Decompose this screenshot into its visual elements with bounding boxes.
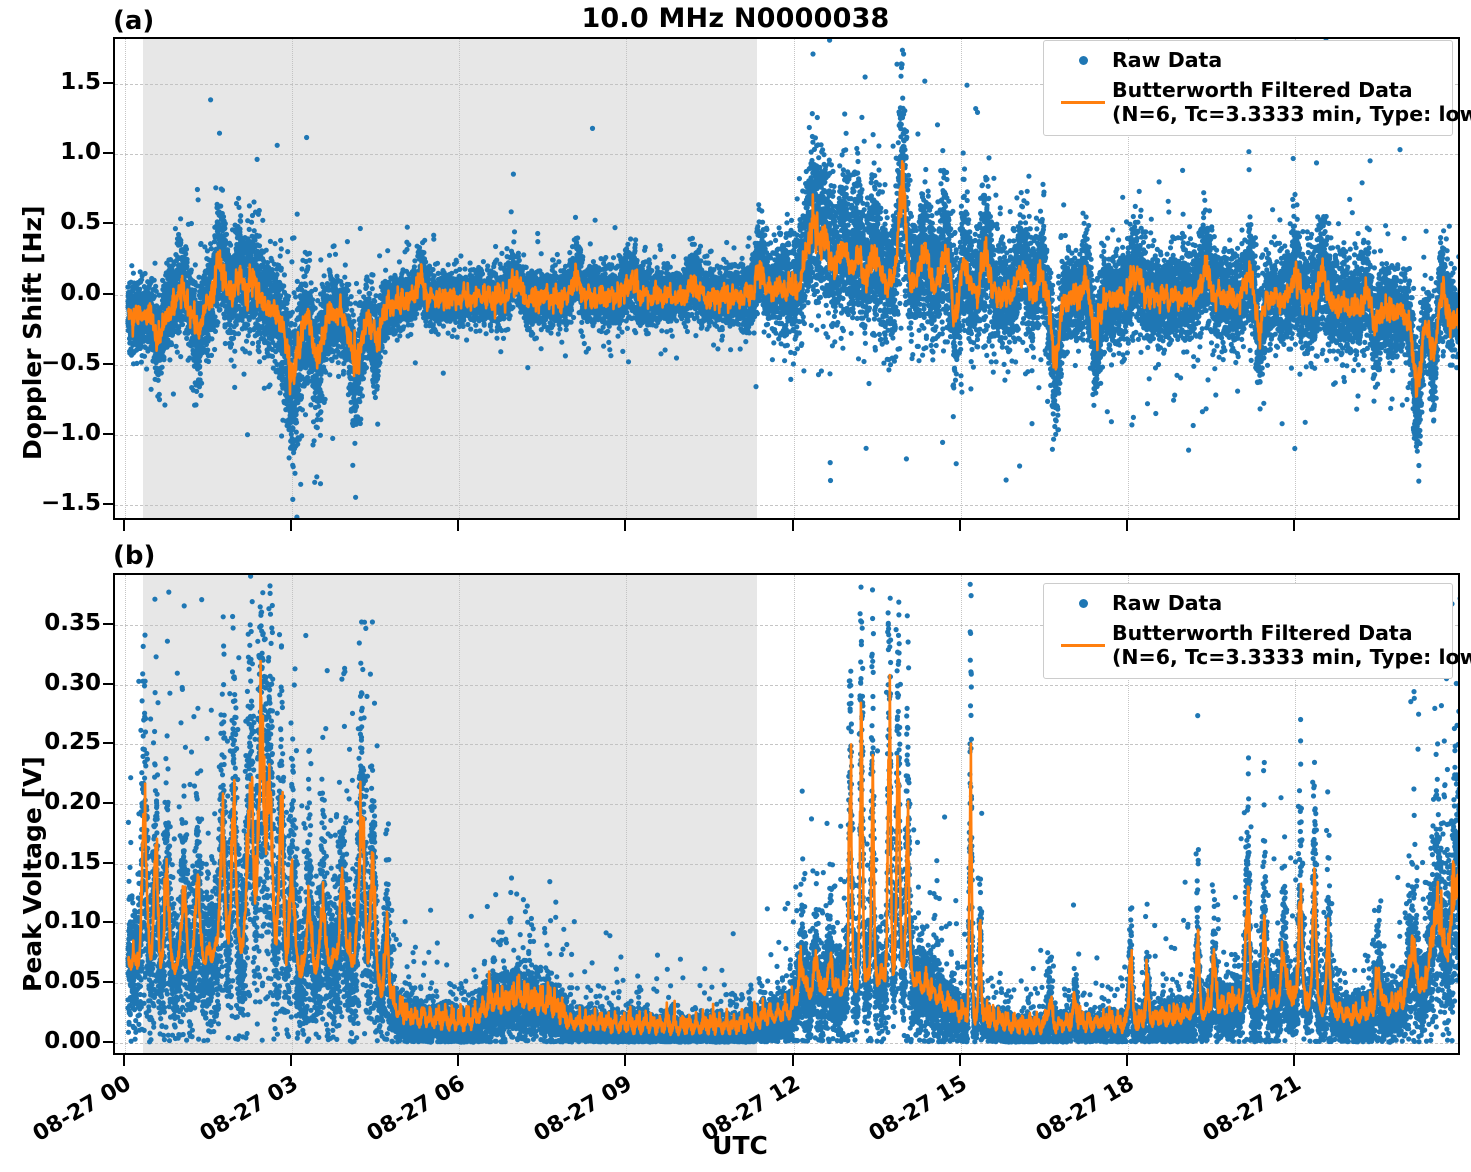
panel-a-tag: (a) (113, 6, 155, 36)
legend-row-filtered: Butterworth Filtered Data (N=6, Tc=3.3333… (1054, 621, 1471, 669)
y-tick-label: −1.0 (40, 419, 101, 446)
x-tick-mark (624, 520, 627, 531)
panel-a-data (115, 39, 1458, 518)
x-tick-mark (958, 1055, 961, 1066)
y-tick-label: 0.10 (44, 908, 101, 935)
x-tick-mark (1125, 520, 1128, 531)
legend-marker-dot-icon (1054, 55, 1112, 65)
legend-label-filtered-line1: Butterworth Filtered Data (1112, 78, 1413, 103)
figure-title: 10.0 MHz N0000038 (581, 3, 890, 34)
x-tick-mark (1292, 1055, 1295, 1066)
y-tick-mark (103, 362, 114, 365)
panel-b-tag: (b) (113, 541, 156, 571)
y-tick-label: 1.0 (60, 139, 101, 166)
x-tick-mark (457, 520, 460, 531)
x-tick-mark (290, 1055, 293, 1066)
legend-label-filtered-line2: (N=6, Tc=3.3333 min, Type: low) (1112, 645, 1471, 670)
x-tick-mark (958, 520, 961, 531)
y-tick-label: 0.30 (44, 669, 101, 696)
legend-label-filtered: Butterworth Filtered Data (N=6, Tc=3.3333… (1112, 621, 1471, 669)
legend-label-filtered: Butterworth Filtered Data (N=6, Tc=3.3333… (1112, 78, 1471, 126)
y-tick-label: 0.00 (44, 1027, 101, 1054)
x-tick-mark (1292, 520, 1295, 531)
x-tick-mark (123, 1055, 126, 1066)
legend-marker-line-icon (1054, 643, 1112, 647)
y-tick-label: 0.25 (44, 729, 101, 756)
x-tick-mark (791, 520, 794, 531)
legend-label-raw: Raw Data (1112, 48, 1223, 72)
y-tick-mark (103, 981, 114, 984)
legend-marker-line-icon (1054, 100, 1112, 104)
y-tick-mark (103, 742, 114, 745)
y-tick-mark (103, 152, 114, 155)
x-tick-label: 08-27 21 (1198, 1071, 1306, 1147)
x-tick-label: 08-27 18 (1031, 1071, 1139, 1147)
y-tick-label: 0.15 (44, 848, 101, 875)
x-tick-mark (123, 520, 126, 531)
x-tick-label: 08-27 00 (28, 1071, 136, 1147)
y-tick-mark (103, 222, 114, 225)
panel-b-axes (113, 573, 1460, 1055)
legend-row-raw: Raw Data (1054, 48, 1440, 72)
x-tick-mark (791, 1055, 794, 1066)
y-tick-label: 0.35 (44, 610, 101, 637)
legend-label-filtered-line1: Butterworth Filtered Data (1112, 621, 1413, 646)
y-tick-mark (103, 1040, 114, 1043)
y-tick-label: −0.5 (40, 349, 101, 376)
x-axis-label: UTC (712, 1131, 768, 1160)
x-tick-mark (1125, 1055, 1128, 1066)
y-tick-mark (103, 432, 114, 435)
y-tick-mark (103, 503, 114, 506)
panel-b-legend[interactable]: Raw Data Butterworth Filtered Data (N=6, … (1043, 583, 1471, 679)
y-tick-mark (103, 861, 114, 864)
x-tick-label: 08-27 09 (530, 1071, 637, 1147)
x-tick-mark (624, 1055, 627, 1066)
y-tick-label: −1.5 (40, 490, 101, 517)
y-tick-mark (103, 802, 114, 805)
panel-b-data (115, 575, 1458, 1053)
y-tick-mark (103, 921, 114, 924)
y-tick-label: 0.5 (60, 209, 101, 236)
legend-label-raw: Raw Data (1112, 591, 1223, 615)
butterworth-filtered-line (127, 160, 1458, 398)
y-tick-label: 0.0 (60, 279, 101, 306)
legend-marker-dot-icon (1054, 598, 1112, 608)
x-tick-label: 08-27 03 (196, 1071, 303, 1147)
y-tick-label: 0.20 (44, 789, 101, 816)
legend-row-filtered: Butterworth Filtered Data (N=6, Tc=3.3333… (1054, 78, 1471, 126)
x-tick-mark (290, 520, 293, 531)
y-tick-mark (103, 623, 114, 626)
y-tick-mark (103, 292, 114, 295)
x-tick-label: 08-27 06 (363, 1071, 470, 1147)
butterworth-filtered-line (127, 659, 1458, 1037)
y-tick-label: 0.05 (44, 968, 101, 995)
y-tick-label: 1.5 (60, 68, 101, 95)
legend-label-filtered-line2: (N=6, Tc=3.3333 min, Type: low) (1112, 102, 1471, 127)
panel-a-legend[interactable]: Raw Data Butterworth Filtered Data (N=6, … (1043, 40, 1471, 136)
x-tick-label: 08-27 15 (864, 1071, 972, 1147)
y-tick-mark (103, 81, 114, 84)
legend-row-raw: Raw Data (1054, 591, 1440, 615)
x-tick-mark (457, 1055, 460, 1066)
y-tick-mark (103, 682, 114, 685)
